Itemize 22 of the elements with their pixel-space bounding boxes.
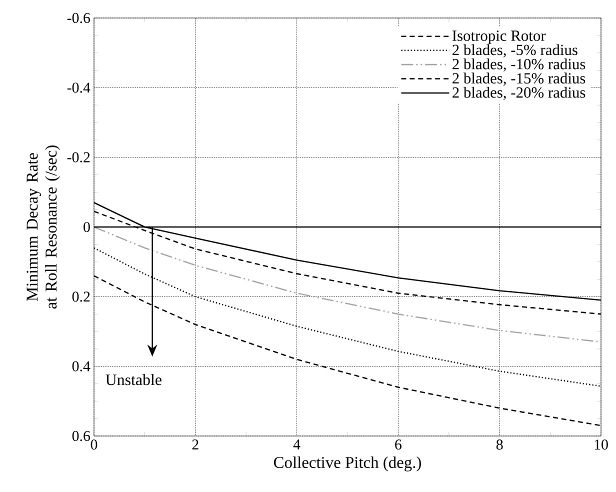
y-tick-label: -0.2 — [67, 152, 90, 162]
legend-label: 2 blades, -15% radius — [452, 72, 586, 86]
legend-label: 2 blades, -10% radius — [452, 58, 586, 72]
y-tick-label: 0.4 — [72, 361, 90, 372]
y-tick-label: 0 — [84, 222, 90, 232]
x-tick-label: 2 — [192, 440, 198, 450]
legend-label: 2 blades, -20% radius — [452, 86, 586, 100]
x-axis-title: Collective Pitch (deg.) — [274, 456, 421, 472]
x-tick-label: 4 — [293, 440, 300, 450]
y-tick-label: 0.2 — [72, 292, 90, 302]
y-tick-label: -0.4 — [67, 82, 90, 93]
legend-label: 2 blades, -5% radius — [452, 44, 578, 58]
y-tick-label: -0.6 — [67, 12, 90, 24]
annotation: Unstable — [106, 374, 162, 386]
y-tick-label: 0.6 — [72, 430, 90, 442]
legend-label: Isotropic Rotor — [452, 30, 546, 44]
y-axis-title: Minimum Decay Rate at Roll Resonance (/sec) — [26, 146, 60, 309]
x-tick-label: 10 — [594, 440, 608, 450]
x-tick-label: 0 — [90, 440, 98, 450]
x-tick-label: 8 — [496, 440, 503, 450]
x-tick-label: 6 — [395, 440, 402, 450]
line-series — [94, 226, 602, 343]
